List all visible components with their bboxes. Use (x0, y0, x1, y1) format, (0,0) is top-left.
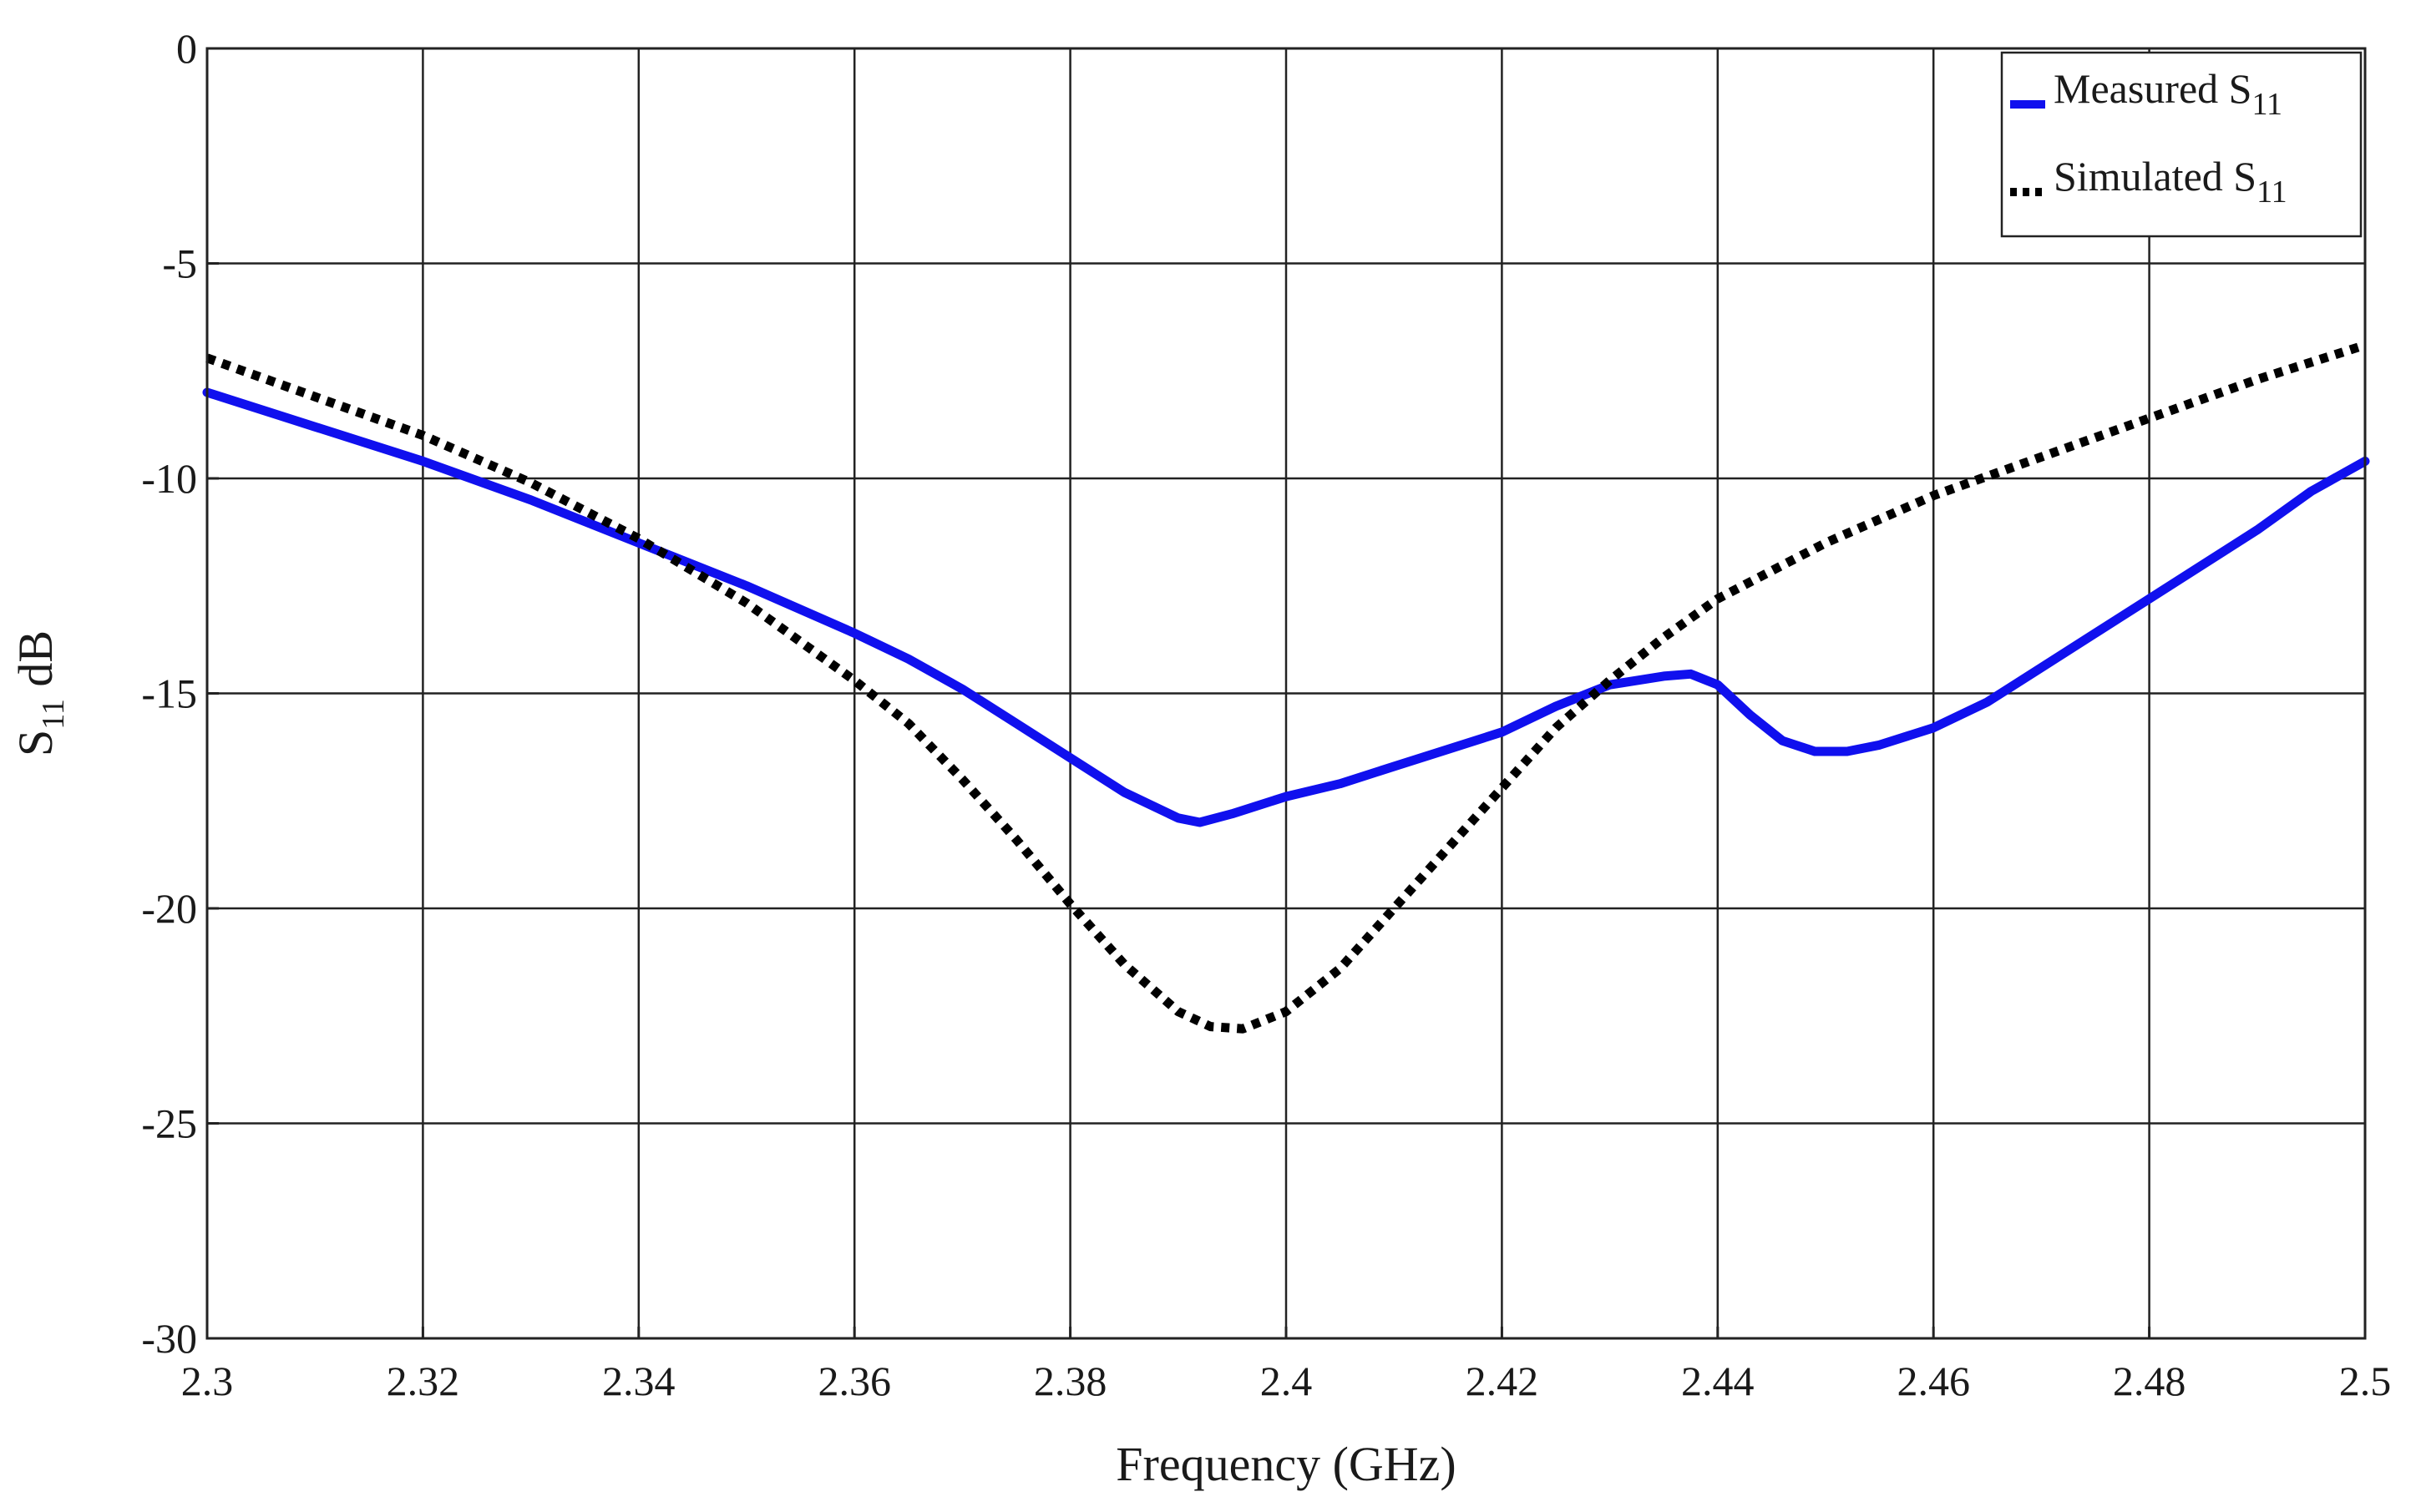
y-tick-label: -25 (141, 1100, 197, 1147)
x-tick-label: 2.44 (1681, 1358, 1755, 1404)
y-tick-label: -15 (141, 670, 197, 717)
y-tick-label: -20 (141, 885, 197, 932)
y-axis-title-subscript: 11 (36, 699, 71, 730)
x-tick-label: 2.34 (602, 1358, 676, 1404)
y-tick-label: -10 (141, 455, 197, 502)
x-axis-title: Frequency (GHz) (1116, 1437, 1456, 1491)
series-layer (202, 341, 2370, 1034)
x-tick-label: 2.48 (2113, 1358, 2186, 1404)
x-tick-label: 2.5 (2339, 1358, 2392, 1404)
y-axis-title: S11 dB (8, 630, 71, 756)
x-tick-label: 2.4 (1260, 1358, 1313, 1404)
x-tick-label: 2.32 (387, 1358, 460, 1404)
legend-label-simulated-main: Simulated S (2054, 153, 2256, 200)
legend: Measured S11 Simulated S11 (2000, 51, 2363, 238)
y-axis-title-suffix: dB (8, 630, 63, 699)
x-tick-label: 2.38 (1034, 1358, 1107, 1404)
legend-label-simulated: Simulated S11 (2054, 153, 2287, 210)
y-tick-label: 0 (176, 25, 197, 72)
legend-label-measured-main: Measured S (2054, 65, 2251, 112)
legend-label-measured-subscript: 11 (2251, 87, 2282, 122)
y-tick-label: -5 (162, 240, 197, 287)
x-tick-label: 2.46 (1897, 1358, 1970, 1404)
x-tick-label: 2.42 (1466, 1358, 1539, 1404)
legend-label-simulated-subscript: 11 (2256, 174, 2287, 210)
series-measured-line (202, 387, 2370, 827)
legend-label-measured: Measured S11 (2054, 65, 2282, 122)
x-tick-label: 2.36 (818, 1358, 891, 1404)
y-tick-label: -30 (141, 1315, 197, 1362)
legend-box (2000, 51, 2363, 238)
y-axis-title-main: S (8, 730, 63, 756)
series-simulated-line (205, 341, 2367, 1034)
axis-ticks: 2.3 2.32 2.34 2.36 2.38 2.4 2.42 2.44 2.46 2.48 2.… (141, 25, 2391, 1404)
x-tick-label: 2.3 (181, 1358, 234, 1404)
